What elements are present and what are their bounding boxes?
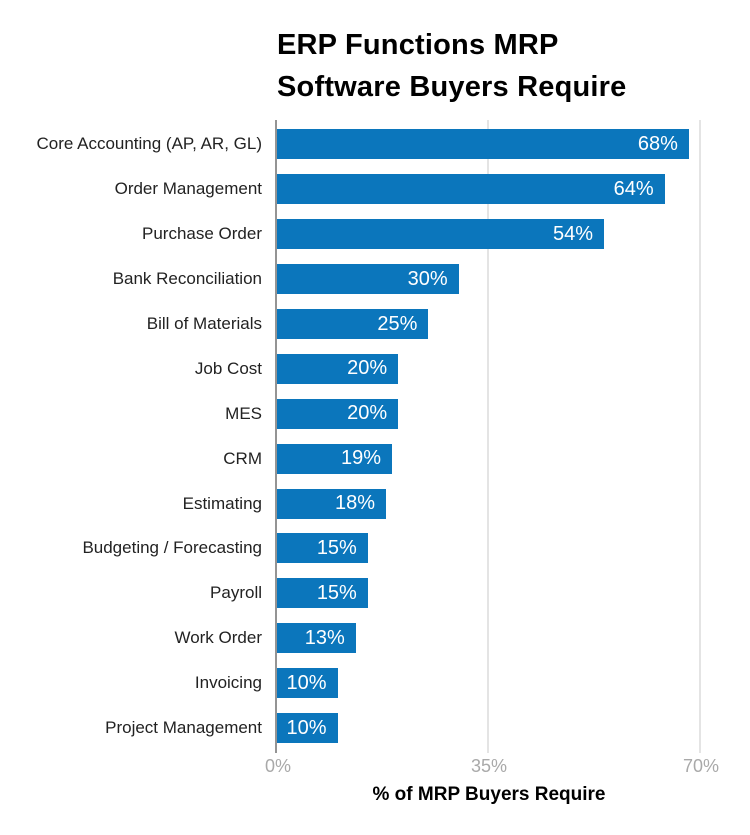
bar: 68% (277, 129, 689, 160)
category-label: Budgeting / Forecasting (82, 538, 262, 558)
x-axis-title: % of MRP Buyers Require (372, 784, 606, 805)
category-label: Estimating (182, 493, 262, 513)
bar: 20% (277, 353, 399, 384)
chart-title-line-2: Software Buyers Require (277, 71, 627, 103)
bar: 30% (277, 264, 459, 295)
bar-row: MES 20% (0, 391, 750, 436)
category-label: Core Accounting (AP, AR, GL) (36, 134, 262, 154)
bar-value-label: 20% (347, 357, 388, 380)
bar-row: Budgeting / Forecasting 15% (0, 526, 750, 571)
bar-value-label: 10% (286, 716, 327, 739)
bar: 25% (277, 309, 429, 339)
bar-row: Work Order 13% (0, 616, 750, 661)
category-label: Project Management (105, 718, 262, 738)
gridline-35-percent (487, 120, 489, 753)
bar-row: Order Management 64% (0, 167, 750, 212)
bar-row: Job Cost 20% (0, 346, 750, 391)
bar-value-label: 10% (286, 671, 327, 694)
bar-row: CRM 19% (0, 436, 750, 481)
bar-row: Bill of Materials 25% (0, 302, 750, 347)
bar-value-label: 18% (334, 492, 376, 515)
plot-area: Core Accounting (AP, AR, GL) 68% Order Man… (0, 120, 750, 753)
x-tick-label-0: 0% (264, 756, 292, 776)
bar-track: 10% (277, 713, 701, 744)
bar-value-label: 15% (316, 581, 357, 604)
category-label: Bill of Materials (146, 314, 262, 333)
category-label: Purchase Order (142, 224, 262, 244)
bar-value-label: 68% (637, 132, 678, 155)
bar: 19% (277, 443, 393, 474)
category-label: Job Cost (194, 358, 262, 378)
bar: 54% (277, 219, 605, 250)
bar: 15% (277, 533, 368, 564)
category-label: Invoicing (194, 673, 262, 693)
y-axis-line (275, 120, 277, 753)
bar: 13% (277, 623, 356, 654)
category-label: MES (225, 403, 262, 423)
bar-value-label: 25% (377, 312, 418, 335)
bar-value-label: 54% (553, 222, 594, 245)
bar-row: Bank Reconciliation 30% (0, 257, 750, 302)
bar: 64% (277, 174, 665, 205)
bar-track: 18% (277, 488, 701, 519)
bar-track: 30% (277, 264, 701, 295)
bar-row: Payroll 15% (0, 571, 750, 616)
bar: 18% (277, 488, 387, 519)
chart-title: ERP Functions MRP Software Buyers Requir… (277, 24, 627, 108)
bar-track: 64% (277, 174, 701, 205)
bar: 10% (277, 668, 338, 699)
bar-row: Core Accounting (AP, AR, GL) 68% (0, 122, 750, 167)
bar-track: 15% (277, 533, 701, 564)
bar-value-label: 15% (316, 536, 357, 559)
bar-track: 19% (277, 443, 701, 474)
bar: 15% (277, 578, 368, 609)
bar: 20% (277, 398, 399, 429)
bar-track: 15% (277, 578, 701, 609)
category-label: Order Management (114, 179, 262, 199)
bar-value-label: 20% (347, 402, 388, 425)
bar-rows: Core Accounting (AP, AR, GL) 68% Order Man… (0, 122, 750, 750)
bar-track: 68% (277, 129, 701, 160)
category-label: CRM (223, 448, 262, 468)
bar-row: Invoicing 10% (0, 661, 750, 706)
bar-value-label: 13% (304, 626, 345, 649)
bar-track: 20% (277, 398, 701, 429)
bar-track: 25% (277, 309, 701, 339)
bar-row: Purchase Order 54% (0, 212, 750, 257)
bar-value-label: 30% (407, 267, 448, 290)
bar-value-label: 19% (341, 447, 382, 470)
chart-title-line-1: ERP Functions MRP (277, 29, 559, 61)
bar-row: Project Management 10% (0, 706, 750, 751)
category-label: Payroll (210, 583, 262, 603)
bar-value-label: 64% (613, 177, 654, 200)
x-tick-label-70: 70% (682, 756, 720, 776)
bar-track: 54% (277, 219, 701, 250)
gridline-70-percent (699, 120, 701, 753)
bar-track: 20% (277, 353, 701, 384)
x-tick-label-35: 35% (470, 756, 508, 776)
category-label: Bank Reconciliation (112, 269, 262, 289)
bar: 10% (277, 713, 338, 744)
bar-row: Estimating 18% (0, 481, 750, 526)
bar-track: 10% (277, 668, 701, 699)
category-label: Work Order (174, 628, 262, 648)
bar-track: 13% (277, 623, 701, 654)
